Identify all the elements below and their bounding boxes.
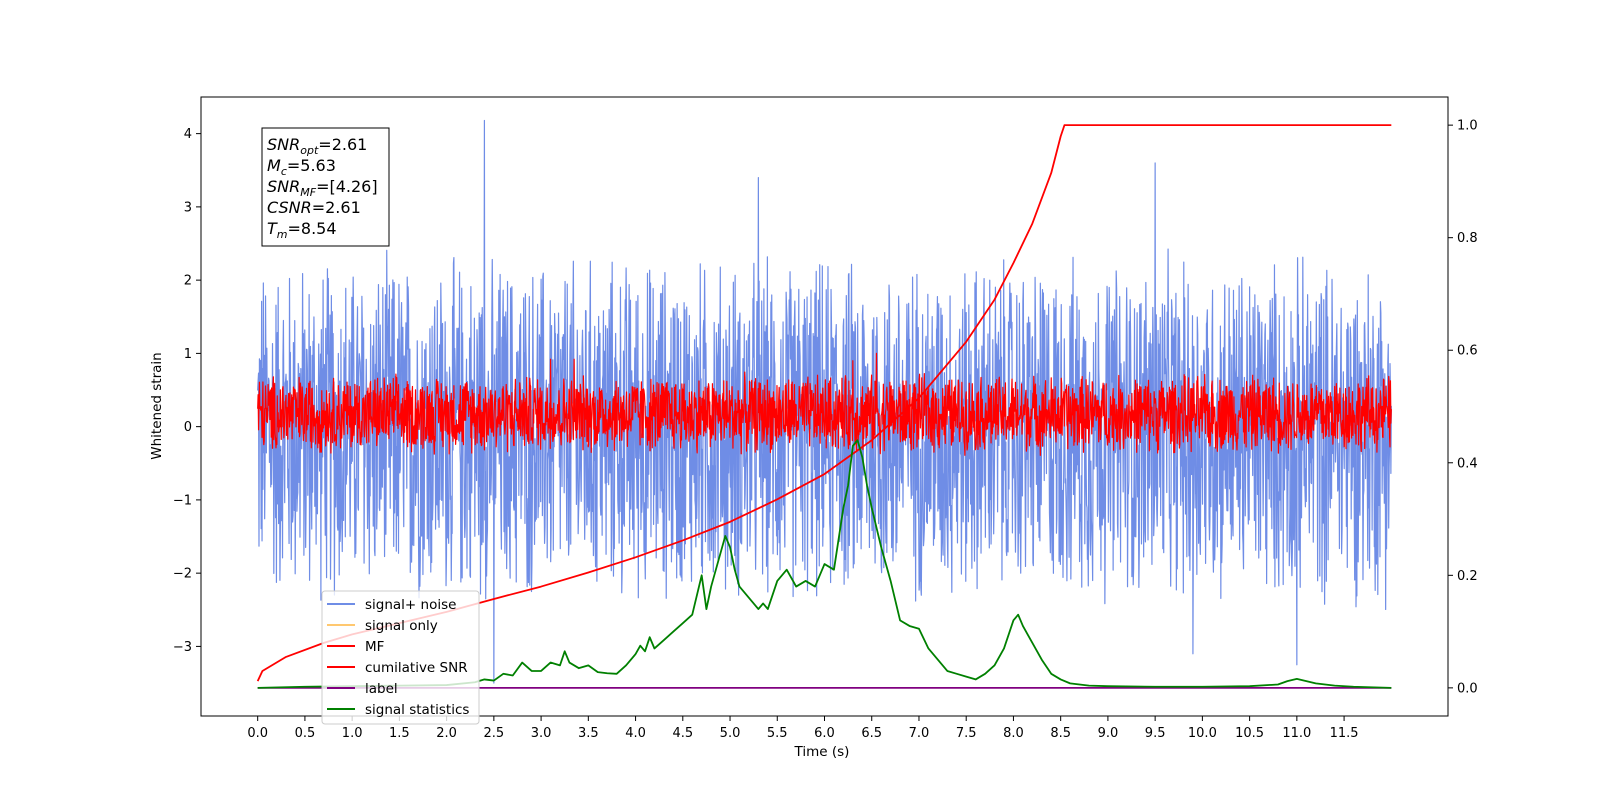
x-tick-label: 0.5	[295, 726, 316, 741]
legend-frame	[321, 590, 480, 725]
y-tick-label: 0	[184, 420, 192, 435]
x-tick-label: 5.5	[767, 726, 788, 741]
x-tick-label: 8.0	[1003, 726, 1024, 741]
y-tick-label: 1	[184, 347, 192, 362]
x-tick-label: 2.0	[436, 726, 457, 741]
y-axis-left: −3 −2 −1 0 1 2 3 4	[173, 127, 201, 655]
x-tick-label: 1.0	[342, 726, 363, 741]
x-tick-label: 0.0	[247, 726, 268, 741]
y-tick-label: −3	[173, 640, 192, 655]
x-tick-label: 8.5	[1050, 726, 1071, 741]
y2-tick-label: 0.4	[1457, 456, 1478, 471]
x-tick-label: 11.0	[1282, 726, 1311, 741]
y-tick-label: 2	[184, 274, 192, 289]
annotation-frame	[261, 127, 390, 247]
annotation-line: SNRopt=2.61	[267, 135, 367, 157]
legend-label: signal+ noise	[365, 597, 456, 613]
x-axis: 0.0 0.5 1.0 1.5 2.0 2.5 3.0 3.5 4.0 4.5 5.0 5.5 6.0 6…	[247, 716, 1359, 741]
x-tick-label: 6.0	[814, 726, 835, 741]
y-tick-label: 3	[184, 200, 192, 215]
y2-tick-label: 1.0	[1457, 119, 1478, 134]
x-axis-label: Time (s)	[794, 744, 850, 760]
x-tick-label: 7.0	[909, 726, 930, 741]
legend-label: MF	[365, 639, 384, 655]
annotation-line: Mc=5.63	[267, 156, 336, 178]
y2-tick-label: 0.0	[1457, 681, 1478, 696]
annotation-line: CSNR=2.61	[267, 198, 361, 217]
x-tick-label: 4.0	[625, 726, 646, 741]
annotation-line: SNRMF=[4.26]	[267, 177, 378, 199]
x-tick-label: 5.0	[720, 726, 741, 741]
y2-tick-label: 0.6	[1457, 344, 1478, 359]
x-tick-label: 9.5	[1145, 726, 1166, 741]
x-tick-label: 7.5	[956, 726, 977, 741]
legend: signal+ noise signal only MF cumilative SNR…	[321, 590, 480, 725]
y-tick-label: −1	[173, 493, 192, 508]
series-line-mf	[257, 352, 1392, 456]
x-tick-label: 6.5	[861, 726, 882, 741]
legend-label: label	[365, 681, 398, 697]
series-line-signal-noise	[257, 119, 1392, 684]
y2-tick-label: 0.8	[1457, 231, 1478, 246]
x-tick-label: 1.5	[389, 726, 410, 741]
x-tick-label: 4.5	[672, 726, 693, 741]
y-tick-label: 4	[184, 127, 192, 142]
x-tick-label: 2.5	[484, 726, 505, 741]
x-tick-label: 3.5	[578, 726, 599, 741]
y-axis-label: Whitened strain	[149, 352, 165, 459]
y-tick-label: −2	[173, 567, 192, 582]
x-tick-label: 10.0	[1188, 726, 1217, 741]
legend-label: signal only	[365, 618, 438, 634]
x-tick-label: 10.5	[1235, 726, 1264, 741]
y-axis-right: 0.0 0.2 0.4 0.6 0.8 1.0	[1448, 119, 1478, 696]
legend-label: cumilative SNR	[365, 660, 468, 676]
annotation-line: Tm=8.54	[267, 219, 337, 241]
series-line-signal-statistics	[257, 439, 1392, 689]
x-tick-label: 3.0	[531, 726, 552, 741]
y2-tick-label: 0.2	[1457, 569, 1478, 584]
x-tick-label: 9.0	[1098, 726, 1119, 741]
legend-label: signal statistics	[365, 702, 469, 718]
x-tick-label: 11.5	[1330, 726, 1359, 741]
